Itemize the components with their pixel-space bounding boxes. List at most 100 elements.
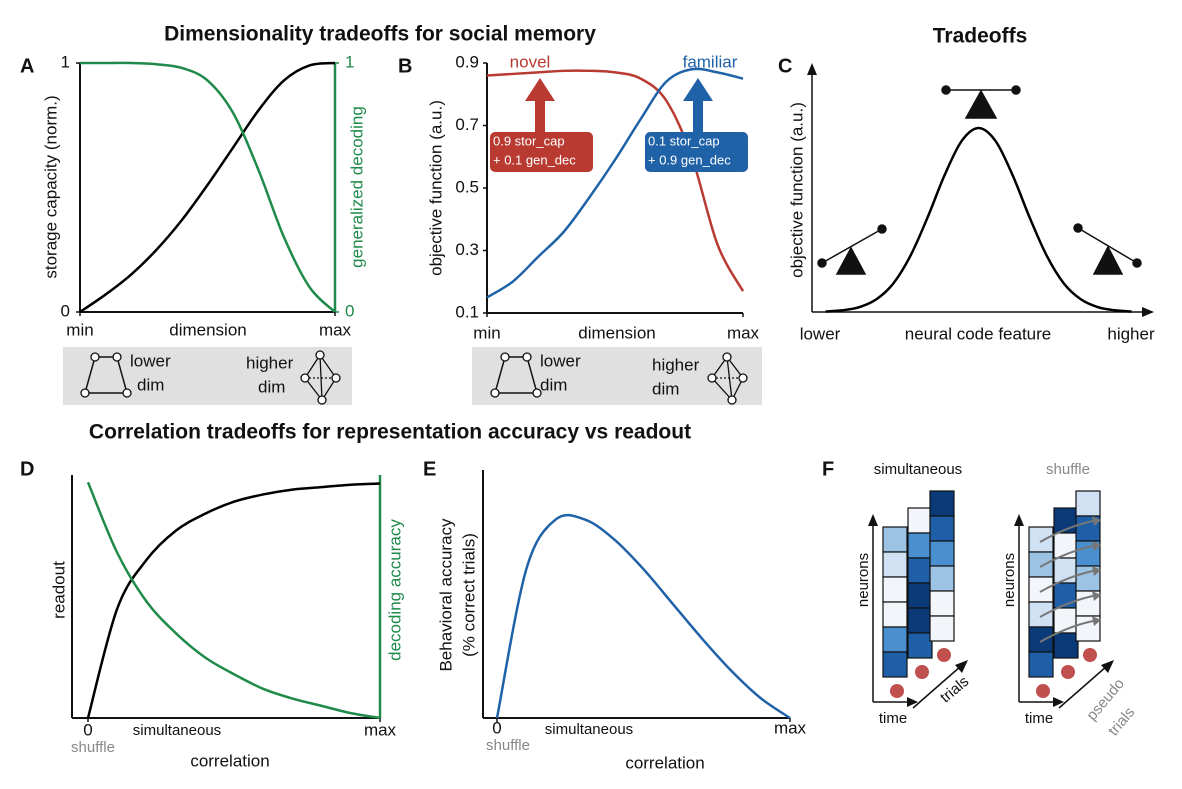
cell (929, 615, 955, 642)
dot (1132, 258, 1142, 268)
arrow-head (683, 78, 713, 101)
arrowhead (868, 514, 878, 526)
annotation-text: + 0.9 gen_dec (648, 152, 731, 167)
x-tick-label: max (319, 320, 352, 339)
axis-label: time (879, 710, 907, 727)
dot (1011, 85, 1021, 95)
x-axis-label: correlation (625, 753, 704, 772)
subtitle: Correlation tradeoffs for representation… (89, 421, 691, 444)
cell (907, 582, 933, 609)
dot (817, 258, 827, 268)
axis (1058, 665, 1108, 709)
series-label: familiar (683, 52, 738, 71)
cell (907, 632, 933, 659)
axis-note: simultaneous (545, 721, 633, 738)
cell (1028, 651, 1054, 678)
cell (907, 507, 933, 534)
cell (929, 590, 955, 617)
y-tick-label: 0.5 (455, 177, 479, 196)
cell (882, 551, 908, 578)
x-tick-label: 0 (83, 720, 92, 739)
y-tick-label: 0 (61, 301, 70, 320)
arrow-head (525, 78, 555, 101)
trial-dot (915, 665, 929, 679)
y2-axis-label: decoding accuracy (385, 519, 404, 661)
panel-letter: A (20, 55, 34, 77)
label: higher (246, 353, 294, 372)
schematic (1014, 490, 1114, 709)
axis-label: time (1025, 710, 1053, 727)
cell (907, 607, 933, 634)
cell (1028, 551, 1054, 578)
label: dim (540, 375, 567, 394)
schematic-title: shuffle (1046, 461, 1090, 478)
shuffle-head (1092, 541, 1101, 551)
cell (1053, 632, 1079, 659)
box-bg (472, 347, 762, 405)
label: higher (652, 355, 700, 374)
x-tick-label: min (66, 320, 93, 339)
axis-note: shuffle (486, 737, 530, 754)
y-axis-label: objective function (a.u.) (426, 100, 445, 276)
cell (882, 626, 908, 653)
annotation-text: 0.9 stor_cap (493, 133, 565, 148)
dot (877, 224, 887, 234)
arrowhead (907, 697, 918, 707)
axis-label: neurons (855, 553, 872, 607)
cell (907, 557, 933, 584)
nodes (707, 352, 748, 405)
line (86, 482, 381, 719)
trial-dot (1036, 684, 1050, 698)
fulcrum (964, 89, 998, 119)
axis-label: trials (1105, 704, 1138, 739)
label: dim (137, 375, 164, 394)
trial-dot (890, 684, 904, 698)
axis-note: shuffle (71, 739, 115, 756)
x-tick-label: 0 (492, 718, 501, 737)
x-axis-label: dimension (578, 323, 656, 342)
arrowhead (1101, 660, 1114, 673)
y-axis-label: storage capacity (norm.) (41, 95, 60, 278)
fulcrum (835, 246, 867, 275)
y-tick-label: 0.9 (455, 52, 479, 71)
series-label: novel (510, 52, 551, 71)
y-axis-label: readout (49, 561, 68, 619)
panel-letter: D (20, 458, 34, 480)
axis-label: neurons (1001, 553, 1018, 607)
label: dim (258, 377, 285, 396)
axis-note: simultaneous (133, 722, 221, 739)
panel-letter: E (423, 458, 436, 480)
shuffle-head (1092, 616, 1101, 626)
x-tick-label: max (364, 720, 397, 739)
nodes (300, 350, 341, 405)
axis (912, 665, 962, 709)
x-tick-label: max (727, 323, 760, 342)
fulcrum (1092, 245, 1124, 275)
x-axis-label: dimension (169, 320, 247, 339)
cell (929, 515, 955, 542)
chart-title: Tradeoffs (933, 25, 1028, 48)
dot (941, 85, 951, 95)
annotation-box (645, 132, 748, 172)
y-axis-label: Behavioral accuracy (436, 518, 455, 672)
arrow-shaft (693, 100, 703, 132)
cell (929, 565, 955, 592)
cell (1028, 526, 1054, 553)
x-tick-label: max (774, 718, 807, 737)
cell (929, 490, 955, 517)
y-tick-label: 1 (61, 52, 70, 71)
nodes (80, 352, 132, 398)
trial-dot (937, 648, 951, 662)
x-tick-label: min (473, 323, 500, 342)
beam (821, 228, 883, 264)
line (80, 61, 336, 313)
shuffle-head (1092, 566, 1101, 576)
y-tick-label: 0.3 (455, 240, 479, 259)
annotation-box (490, 132, 593, 172)
dot (1073, 223, 1083, 233)
line (495, 513, 791, 720)
y2-axis-label: generalized decoding (347, 106, 366, 268)
title: Dimensionality tradeoffs for social memo… (164, 23, 596, 46)
arrowhead (1142, 307, 1154, 317)
cell (1028, 576, 1054, 603)
